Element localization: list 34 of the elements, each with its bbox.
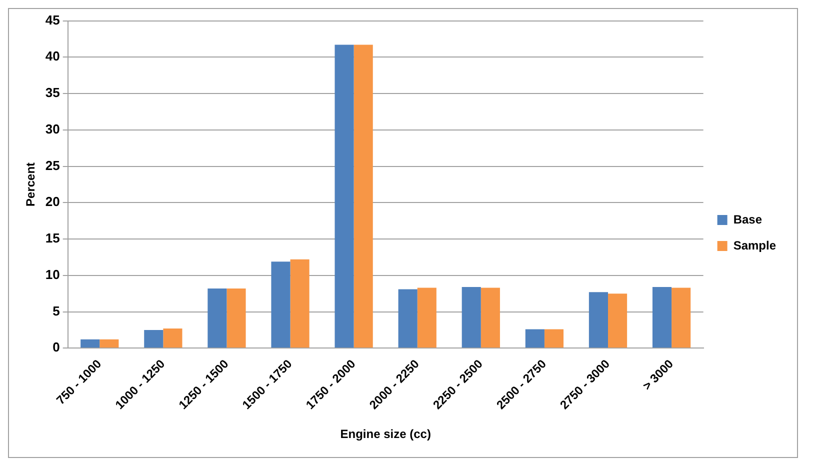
y-axis-title: Percent: [24, 162, 38, 206]
y-tick-label: 25: [45, 158, 60, 173]
bar: [290, 259, 310, 348]
y-tick-label: 40: [45, 48, 60, 64]
bar: [271, 262, 290, 348]
bar: [652, 287, 672, 348]
bar: [208, 288, 227, 348]
bar: [144, 330, 164, 348]
bar: [480, 288, 500, 348]
y-tick-label: 15: [45, 230, 60, 246]
bar: [80, 339, 100, 348]
x-axis-title: Engine size (cc): [340, 427, 431, 442]
bar: [525, 329, 544, 348]
y-tick-label: 30: [45, 121, 60, 136]
bar: [100, 339, 119, 348]
bar: [334, 44, 354, 348]
bar: [226, 288, 246, 348]
legend-label: Sample: [733, 238, 776, 252]
y-tick-label: 35: [45, 85, 60, 100]
bar: [672, 288, 691, 348]
y-tick-label: 20: [45, 194, 60, 210]
bar: [163, 328, 182, 348]
legend-label: Base: [733, 212, 762, 226]
y-tick-label: 45: [45, 12, 60, 28]
y-tick-label: 5: [52, 303, 60, 318]
bar: [462, 287, 481, 348]
y-tick-label: 0: [52, 340, 60, 355]
bar: [417, 288, 436, 348]
bar: [588, 292, 608, 348]
bar: [354, 44, 373, 348]
bar: [544, 329, 564, 348]
bar: [398, 289, 418, 348]
bar: [608, 294, 628, 348]
y-tick-label: 10: [45, 266, 60, 282]
